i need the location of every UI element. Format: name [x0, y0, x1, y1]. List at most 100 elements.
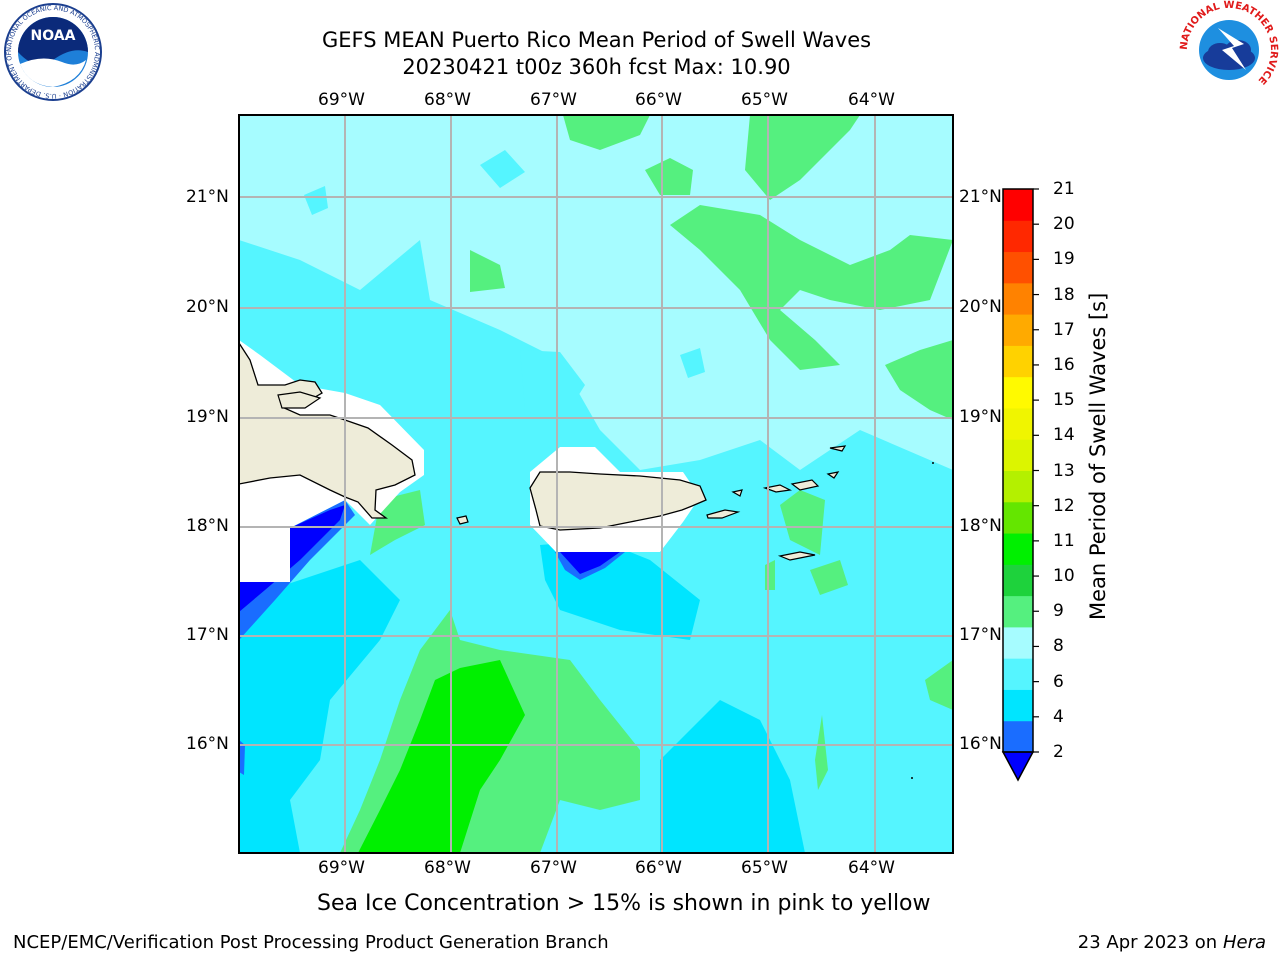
- lon-label-bottom: 67°W: [530, 858, 577, 878]
- contour-fill-9-10s: [815, 715, 828, 790]
- map-title-line-1: GEFS MEAN Puerto Rico Mean Period of Swe…: [321, 28, 872, 52]
- colorbar-tick-label: 8: [1053, 636, 1064, 657]
- lon-label-top: 67°W: [530, 90, 577, 110]
- contour-fill-6-8s: [680, 348, 705, 378]
- hispaniola-peninsula: [277, 391, 322, 409]
- colorbar-tick-label: 2: [1053, 742, 1064, 762]
- colorbar-label: Mean Period of Swell Waves [s]: [1086, 292, 1110, 620]
- colorbar-band: [1003, 626, 1033, 659]
- contour-fill-2-4s: [239, 500, 355, 640]
- lon-label-top: 69°W: [318, 90, 365, 110]
- contour-fill-below-2s: [239, 505, 345, 612]
- contour-fill-2-4s: [239, 740, 245, 775]
- lat-label-right: 17°N: [959, 625, 1002, 645]
- contour-fill-9-10s: [780, 490, 825, 555]
- lat-label-left: 16°N: [186, 734, 229, 754]
- colorbar-band: [1003, 282, 1033, 315]
- colorbar-band: [1003, 439, 1033, 471]
- footer-date: 23 Apr 2023 on Hera: [1078, 932, 1266, 954]
- st-croix-island: [777, 551, 816, 561]
- contour-fill-9-10s: [925, 660, 953, 710]
- sea-ice-note: Sea Ice Concentration > 15% is shown in …: [317, 891, 931, 916]
- map-title-line-2: 20230421 t00z 360h fcst Max: 10.90: [402, 55, 791, 79]
- colorbar-band: [1003, 720, 1033, 753]
- lat-label-right: 16°N: [959, 734, 1002, 754]
- colorbar-tick-label: 10: [1053, 566, 1075, 587]
- contour-fill-4-6s: [239, 560, 400, 853]
- colorbar-band: [1003, 564, 1033, 597]
- nws-logo: NATIONAL WEATHER SERVICE: [1179, 0, 1279, 98]
- culebra-island: [731, 489, 743, 497]
- map-frame: [238, 114, 954, 854]
- lat-label-left: 17°N: [186, 625, 229, 645]
- colorbar-band: [1003, 595, 1033, 628]
- contour-fill-9-10s: [810, 560, 848, 595]
- aves-island: [911, 777, 913, 779]
- colorbar-tick-label: 6: [1053, 671, 1064, 692]
- contour-fill-9-10s: [470, 250, 505, 292]
- lon-label-bottom: 68°W: [424, 858, 471, 878]
- virgin-gorda-island: [826, 471, 840, 479]
- colorbar-band: [1003, 501, 1033, 534]
- lat-label-left: 18°N: [186, 516, 229, 536]
- contour-fill-9-10s: [765, 560, 775, 590]
- colorbar-band: [1003, 220, 1033, 253]
- lon-label-bottom: 69°W: [318, 858, 365, 878]
- colorbar-tick-label: 4: [1053, 706, 1064, 727]
- st-thomas-island: [762, 484, 792, 493]
- colorbar-band: [1003, 345, 1033, 378]
- lon-label-bottom: 66°W: [635, 858, 682, 878]
- lat-label-right: 21°N: [959, 187, 1002, 207]
- colorbar-tick-label: 11: [1053, 530, 1075, 551]
- colorbar-tick-label: 13: [1053, 460, 1075, 481]
- contour-fill-10-11s: [358, 660, 525, 853]
- sombrero-island: [932, 462, 934, 464]
- colorbar-band: [1003, 689, 1033, 722]
- contour-fill-9-10s: [670, 205, 953, 370]
- lon-label-top: 64°W: [848, 90, 895, 110]
- footer-date-text: 23 Apr 2023 on: [1077, 932, 1223, 953]
- anegada-island: [829, 445, 847, 452]
- lon-label-bottom: 64°W: [848, 858, 895, 878]
- hispaniola-land: [239, 341, 416, 519]
- colorbar-tick-label: 18: [1053, 284, 1075, 305]
- lat-label-left: 20°N: [186, 297, 229, 317]
- lon-label-top: 65°W: [741, 90, 788, 110]
- contour-fill-below-2s: [560, 552, 620, 574]
- colorbar-tick-label: 12: [1053, 495, 1075, 516]
- colorbar-tick-label: 15: [1053, 390, 1075, 411]
- map-graticule: [239, 115, 953, 853]
- contour-fill-9-10s: [645, 158, 693, 195]
- colorbar-tick-label: 9: [1053, 601, 1064, 622]
- colorbar-tick-label: 16: [1053, 354, 1075, 375]
- lon-label-bottom: 65°W: [741, 858, 788, 878]
- colorbar-band: [1003, 251, 1033, 284]
- colorbar-band: [1003, 314, 1033, 346]
- tortola-island: [790, 479, 820, 491]
- colorbar-tick-label: 21: [1053, 179, 1075, 199]
- colorbar-band: [1003, 189, 1033, 221]
- lat-label-left: 21°N: [186, 187, 229, 207]
- contour-fill-6-8s: [304, 186, 328, 215]
- colorbar-tick-label: 14: [1053, 425, 1075, 446]
- colorbar: [1001, 188, 1039, 782]
- swell-period-contours: [239, 115, 953, 853]
- mona-island: [456, 515, 469, 525]
- footer-host: Hera: [1222, 932, 1266, 953]
- colorbar-bands: [1003, 189, 1033, 753]
- lat-label-right: 20°N: [959, 297, 1002, 317]
- colorbar-band: [1003, 533, 1033, 565]
- lat-label-left: 19°N: [186, 407, 229, 427]
- colorbar-underflow-triangle: [1001, 751, 1035, 782]
- lat-label-right: 19°N: [959, 407, 1002, 427]
- colorbar-tick-label: 19: [1053, 249, 1075, 270]
- contour-fill-6-8s: [480, 150, 525, 188]
- lon-label-top: 66°W: [635, 90, 682, 110]
- colorbar-ticks: [1033, 188, 1039, 753]
- contour-fill-9-10s: [563, 115, 650, 150]
- colorbar-band: [1003, 658, 1033, 690]
- contour-fill-9-10s: [745, 115, 860, 200]
- lat-label-right: 18°N: [959, 516, 1002, 536]
- contour-fill-9-10s: [885, 340, 953, 420]
